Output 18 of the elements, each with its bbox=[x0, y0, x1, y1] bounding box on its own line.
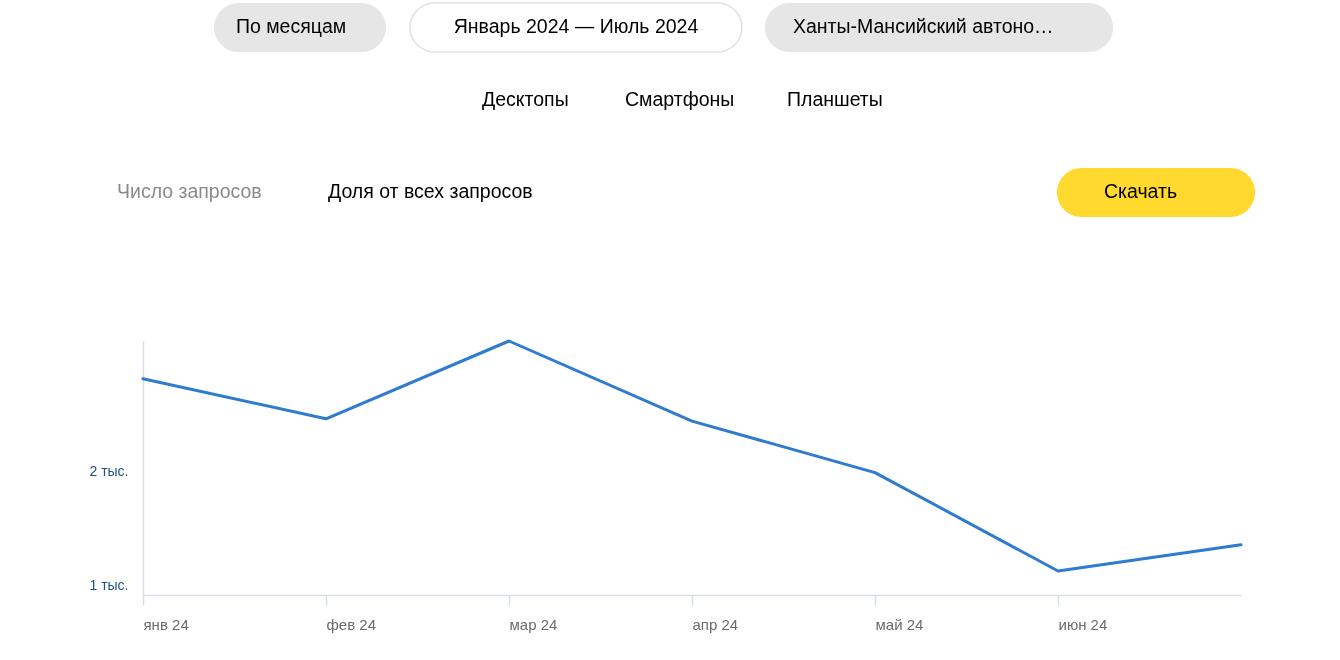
x-tick-label: мар 24 bbox=[509, 615, 558, 633]
x-tick-label: янв 24 bbox=[143, 615, 189, 633]
x-tick-label: апр 24 bbox=[692, 615, 739, 633]
x-tick-label: фев 24 bbox=[326, 615, 377, 633]
text: Число запросов bbox=[117, 180, 262, 202]
text: Доля от всех запросов bbox=[328, 180, 533, 202]
text: Скачать bbox=[1104, 180, 1178, 202]
x-tick-label: май 24 bbox=[875, 615, 924, 633]
text: Январь 2024 — Июль 2024 bbox=[453, 15, 699, 37]
text: По месяцам bbox=[235, 15, 347, 37]
y-tick-label: 2 тыс. bbox=[89, 462, 129, 479]
x-tick-label: июн 24 bbox=[1058, 615, 1108, 633]
text: Десктопы bbox=[482, 88, 569, 110]
line-series bbox=[141, 339, 1243, 573]
y-tick-label: 1 тыс. bbox=[89, 577, 129, 594]
text: Смартфоны bbox=[625, 88, 735, 110]
text: Ханты-Мансийский автоно… bbox=[793, 15, 1054, 37]
text: Планшеты bbox=[787, 88, 883, 110]
